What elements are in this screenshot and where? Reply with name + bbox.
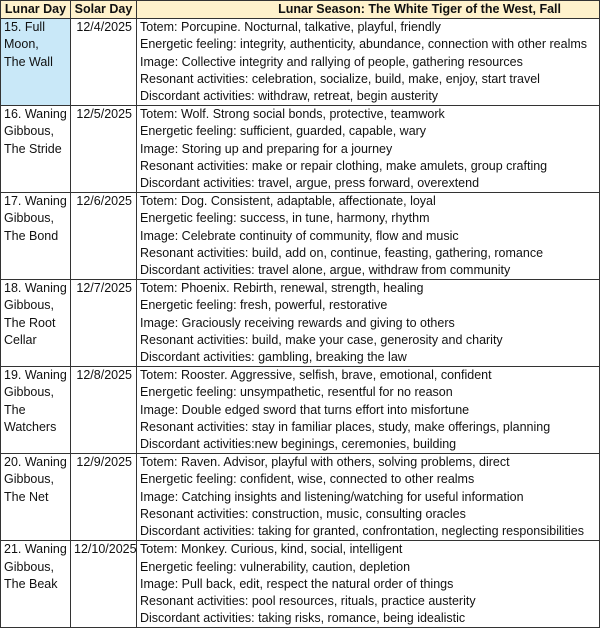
table-row: 19. Waning Gibbous, The Watchers 12/8/2025 To…	[0, 366, 600, 455]
header-lunar-day: Lunar Day	[0, 0, 71, 20]
lunar-day-cell[interactable]: 17. Waning Gibbous, The Bond	[0, 192, 71, 281]
lunar-day-text: 16. Waning	[4, 107, 67, 122]
lunar-day-text: The Bond	[4, 228, 59, 243]
solar-day-cell[interactable]: 12/5/2025	[70, 105, 137, 194]
detail-line: Resonant activities: pool resources, rit…	[140, 593, 476, 608]
detail-line: Energetic feeling: integrity, authentici…	[140, 37, 588, 52]
detail-line: Discordant activities: taking for grante…	[140, 524, 584, 539]
season-details-cell[interactable]: Totem: Dog. Consistent, adaptable, affec…	[136, 192, 600, 281]
solar-day-cell[interactable]: 12/10/2025	[70, 540, 137, 628]
lunar-day-text: The Root	[4, 315, 56, 330]
detail-line: Resonant activities: build, make your ca…	[140, 332, 503, 347]
header-lunar-season: Lunar Season: The White Tiger of the Wes…	[136, 0, 600, 20]
lunar-day-text: The Stride	[4, 141, 62, 156]
detail-line: Energetic feeling: success, in tune, har…	[140, 211, 430, 226]
detail-line: Totem: Rooster. Aggressive, selfish, bra…	[140, 368, 492, 383]
table-row: 15. Full Moon, The Wall 12/4/2025 Totem: Por…	[0, 18, 600, 107]
header-row: Lunar Day Solar Day Lunar Season: The Wh…	[0, 0, 600, 20]
detail-line: Image: Collective integrity and rallying…	[140, 54, 523, 69]
season-details-cell[interactable]: Totem: Monkey. Curious, kind, social, in…	[136, 540, 600, 628]
detail-line: Image: Catching insights and listening/w…	[140, 489, 524, 504]
detail-line: Image: Graciously receiving rewards and …	[140, 315, 455, 330]
lunar-day-text: 19. Waning	[4, 368, 67, 383]
lunar-day-cell[interactable]: 15. Full Moon, The Wall	[0, 18, 71, 107]
season-details-cell[interactable]: Totem: Raven. Advisor, playful with othe…	[136, 453, 600, 542]
lunar-day-text: 17. Waning	[4, 194, 67, 209]
solar-day-cell[interactable]: 12/7/2025	[70, 279, 137, 368]
detail-line: Discordant activities: travel, argue, pr…	[140, 176, 480, 191]
detail-line: Discordant activities: taking risks, rom…	[140, 611, 466, 626]
detail-line: Image: Storing up and preparing for a jo…	[140, 141, 393, 156]
lunar-day-text: Gibbous,	[4, 472, 55, 487]
lunar-day-cell[interactable]: 20. Waning Gibbous, The Net	[0, 453, 71, 542]
lunar-day-text: Gibbous,	[4, 385, 55, 400]
lunar-day-text: Gibbous,	[4, 559, 55, 574]
lunar-day-text: 21. Waning	[4, 542, 67, 557]
lunar-day-text: Gibbous,	[4, 298, 55, 313]
detail-line: Resonant activities: make or repair clot…	[140, 158, 548, 173]
lunar-day-cell[interactable]: 16. Waning Gibbous, The Stride	[0, 105, 71, 194]
detail-line: Energetic feeling: sufficient, guarded, …	[140, 124, 427, 139]
lunar-day-cell[interactable]: 19. Waning Gibbous, The Watchers	[0, 366, 71, 455]
detail-line: Totem: Wolf. Strong social bonds, protec…	[140, 107, 445, 122]
lunar-day-cell[interactable]: 21. Waning Gibbous, The Beak	[0, 540, 71, 628]
detail-line: Totem: Porcupine. Nocturnal, talkative, …	[140, 20, 441, 35]
table-row: 21. Waning Gibbous, The Beak 12/10/2025 Tote…	[0, 540, 600, 628]
season-details-cell[interactable]: Totem: Wolf. Strong social bonds, protec…	[136, 105, 600, 194]
solar-day-cell[interactable]: 12/6/2025	[70, 192, 137, 281]
detail-line: Discordant activities:new beginings, cer…	[140, 437, 457, 452]
detail-line: Image: Pull back, edit, respect the natu…	[140, 576, 454, 591]
detail-line: Resonant activities: stay in familiar pl…	[140, 419, 551, 434]
season-details-cell[interactable]: Totem: Rooster. Aggressive, selfish, bra…	[136, 366, 600, 455]
lunar-day-text: 18. Waning	[4, 281, 67, 296]
solar-day-cell[interactable]: 12/4/2025	[70, 18, 137, 107]
lunar-day-text: Cellar	[4, 332, 37, 347]
lunar-day-cell[interactable]: 18. Waning Gibbous, The Root Cellar	[0, 279, 71, 368]
detail-line: Totem: Raven. Advisor, playful with othe…	[140, 455, 510, 470]
detail-line: Totem: Phoenix. Rebirth, renewal, streng…	[140, 281, 424, 296]
header-solar-day: Solar Day	[70, 0, 137, 20]
detail-line: Discordant activities: withdraw, retreat…	[140, 89, 439, 104]
detail-line: Discordant activities: gambling, breakin…	[140, 350, 407, 365]
lunar-day-text: Gibbous,	[4, 124, 55, 139]
solar-day-cell[interactable]: 12/8/2025	[70, 366, 137, 455]
table-row: 20. Waning Gibbous, The Net 12/9/2025 Totem:…	[0, 453, 600, 542]
lunar-day-text: 20. Waning	[4, 455, 67, 470]
season-details-cell[interactable]: Totem: Porcupine. Nocturnal, talkative, …	[136, 18, 600, 107]
detail-line: Discordant activities: travel alone, arg…	[140, 263, 511, 278]
solar-day-cell[interactable]: 12/9/2025	[70, 453, 137, 542]
detail-line: Energetic feeling: unsympathetic, resent…	[140, 385, 453, 400]
lunar-day-text: The Net	[4, 489, 49, 504]
table-row: 18. Waning Gibbous, The Root Cellar 12/7/202…	[0, 279, 600, 368]
detail-line: Totem: Monkey. Curious, kind, social, in…	[140, 542, 403, 557]
detail-line: Image: Celebrate continuity of community…	[140, 228, 459, 243]
detail-line: Energetic feeling: vulnerability, cautio…	[140, 559, 411, 574]
lunar-day-text: 15. Full	[4, 20, 45, 35]
lunar-day-text: The	[4, 402, 26, 417]
lunar-day-text: The Beak	[4, 576, 58, 591]
detail-line: Energetic feeling: fresh, powerful, rest…	[140, 298, 388, 313]
lunar-day-text: Watchers	[4, 419, 57, 434]
table-row: 17. Waning Gibbous, The Bond 12/6/2025 Totem…	[0, 192, 600, 281]
detail-line: Resonant activities: build, add on, cont…	[140, 245, 544, 260]
detail-line: Image: Double edged sword that turns eff…	[140, 402, 470, 417]
detail-line: Resonant activities: celebration, social…	[140, 71, 540, 86]
lunar-day-text: Moon,	[4, 37, 39, 52]
table-row: 16. Waning Gibbous, The Stride 12/5/2025 Tot…	[0, 105, 600, 194]
lunar-day-text: The Wall	[4, 54, 53, 69]
season-details-cell[interactable]: Totem: Phoenix. Rebirth, renewal, streng…	[136, 279, 600, 368]
detail-line: Totem: Dog. Consistent, adaptable, affec…	[140, 194, 436, 209]
lunar-day-text: Gibbous,	[4, 211, 55, 226]
detail-line: Energetic feeling: confident, wise, conn…	[140, 472, 475, 487]
detail-line: Resonant activities: construction, music…	[140, 506, 466, 521]
